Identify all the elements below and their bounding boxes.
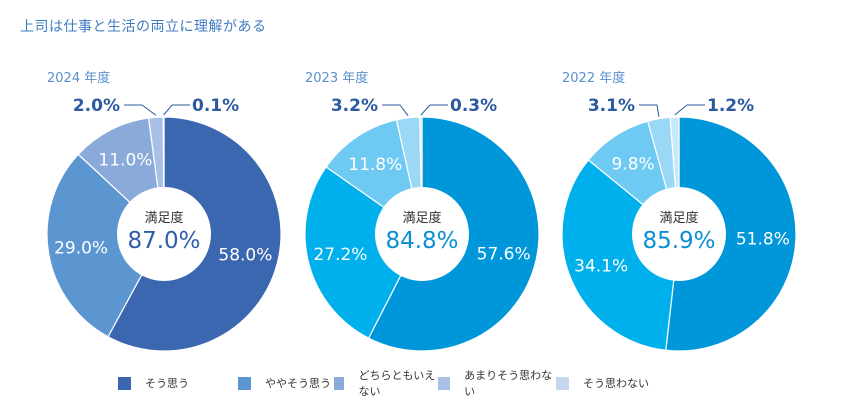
donut-hole (117, 187, 211, 281)
pie-title: 2022 年度 (562, 70, 625, 86)
slice-label: 3.2% (331, 96, 378, 116)
leader-line (124, 104, 157, 116)
legend-item-disagree: そう思わない (556, 367, 649, 399)
chart-title: 上司は仕事と生活の両立に理解がある (20, 19, 267, 35)
leader-line (163, 104, 190, 116)
slice-label: 58.0% (218, 246, 272, 266)
donut-hole (375, 187, 469, 281)
legend-swatch (556, 376, 569, 390)
center-value: 84.8% (385, 228, 458, 254)
legend-label: そう思わない (583, 377, 649, 390)
legend-swatch (118, 376, 131, 390)
pie-slice (665, 116, 797, 352)
legend: そう思う ややそう思う どちらともいえない あまりそう思わない そう思わない (118, 367, 649, 399)
slice-label: 9.8% (612, 155, 655, 175)
slice-label: 29.0% (54, 239, 108, 259)
center-value: 87.0% (127, 228, 200, 254)
legend-swatch (238, 376, 251, 390)
leader-line (420, 104, 448, 116)
pie-title: 2024 年度 (47, 70, 110, 86)
pie-slice (46, 153, 165, 338)
slice-label: 51.8% (736, 230, 790, 250)
slice-label: 1.2% (707, 96, 754, 116)
donut-hole (632, 187, 726, 281)
legend-item-somewhat-agree: ややそう思う (238, 367, 334, 399)
center-caption: 満足度 (659, 210, 698, 226)
legend-swatch (438, 376, 451, 390)
legend-label: あまりそう思わない (464, 369, 553, 398)
legend-item-strongly-agree: そう思う (118, 367, 238, 399)
pie-title: 2023 年度 (305, 70, 368, 86)
slice-label: 11.0% (98, 150, 152, 170)
center-caption: 満足度 (402, 210, 441, 226)
slice-label: 2.0% (73, 96, 120, 116)
legend-swatch (334, 376, 345, 390)
pie-slice (304, 166, 423, 339)
slice-label: 57.6% (477, 245, 531, 265)
leader-line (674, 104, 705, 116)
slice-label: 3.1% (588, 96, 635, 116)
legend-item-somewhat-disagree: あまりそう思わない (438, 367, 556, 399)
leader-line (639, 104, 660, 117)
slice-label: 34.1% (574, 257, 628, 277)
leader-line (382, 104, 409, 117)
legend-label: どちらともいえない (358, 369, 436, 398)
slice-label: 0.3% (450, 96, 497, 116)
pie-slice (561, 159, 680, 351)
slice-label: 27.2% (313, 245, 367, 265)
slice-label: 11.8% (348, 155, 402, 175)
legend-label: ややそう思う (265, 377, 331, 390)
legend-label: そう思う (145, 377, 189, 390)
center-caption: 満足度 (144, 210, 183, 226)
center-value: 85.9% (642, 228, 715, 254)
legend-item-neutral: どちらともいえない (334, 367, 438, 399)
slice-label: 0.1% (192, 96, 239, 116)
